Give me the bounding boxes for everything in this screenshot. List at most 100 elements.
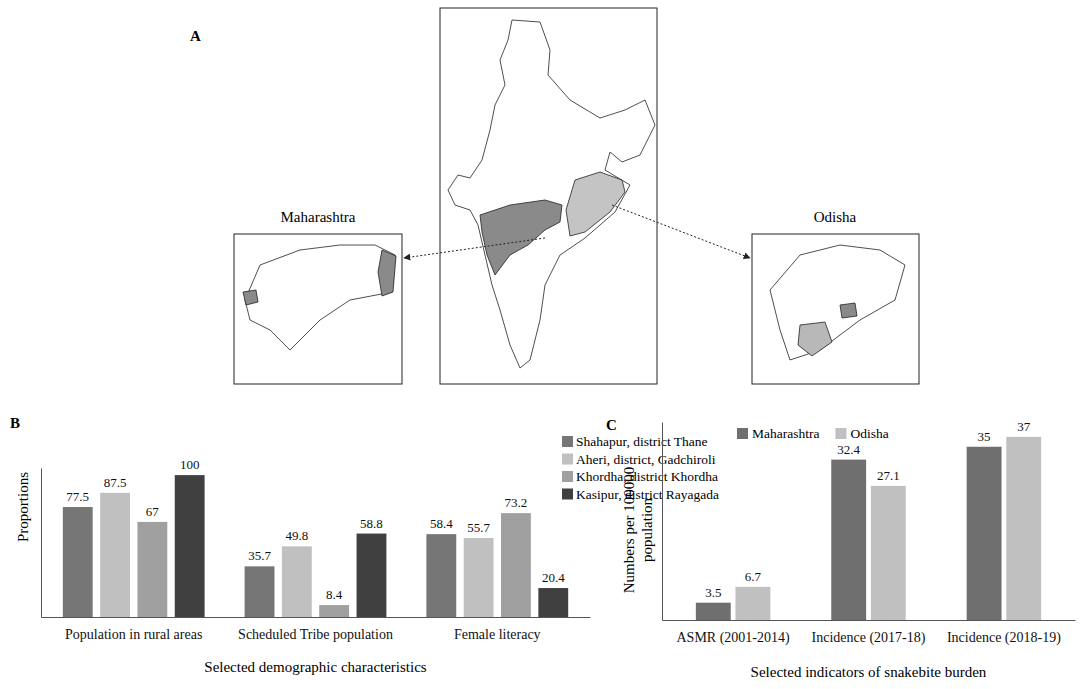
data-label: 3.5 — [705, 585, 721, 600]
map-label: Odisha — [814, 209, 857, 225]
x-tick: Scheduled Tribe population — [238, 617, 393, 642]
x-axis-title: Selected indicators of snakebite burden — [751, 664, 987, 680]
x-tick: Female literacy — [454, 617, 541, 642]
bar — [538, 588, 568, 617]
legend-swatch — [737, 428, 748, 439]
data-labels: 3.5 32.4 35 6.7 27.1 37 — [705, 419, 1031, 600]
bars — [696, 437, 1041, 620]
bar — [871, 486, 906, 620]
chart: ASMR (2001-2014) Incidence (2017-18) Incid… — [621, 419, 1076, 680]
data-label: 58.8 — [360, 516, 383, 531]
x-axis-line — [663, 620, 1076, 621]
map-frame — [440, 8, 657, 384]
legend-label: Khordha, district Khordha — [576, 469, 718, 484]
y-axis-line — [662, 423, 663, 621]
data-label: 6.7 — [745, 569, 762, 584]
y-axis-title: Numbers per 100000population — [621, 467, 655, 594]
bar — [245, 566, 275, 617]
data-label: 20.4 — [542, 570, 565, 585]
district-shape — [840, 303, 857, 318]
map-label: Maharashtra — [281, 209, 356, 225]
data-label: 73.2 — [505, 495, 528, 510]
india-outline — [448, 20, 655, 368]
legend-swatch — [562, 436, 573, 447]
y-axis — [41, 469, 42, 618]
bar — [137, 522, 167, 617]
data-label: 58.4 — [430, 516, 453, 531]
chart: Population in rural areas Scheduled Tribe… — [15, 434, 719, 675]
legend-label: Maharashtra — [752, 426, 819, 441]
bar — [1006, 437, 1041, 620]
data-label: 100 — [180, 457, 200, 472]
y-axis-title: Proportions — [15, 472, 31, 542]
arrow — [612, 205, 750, 258]
data-label: 35 — [978, 429, 991, 444]
legend-swatch — [562, 454, 573, 465]
bar — [501, 513, 531, 617]
legend-label: Aheri, district, Gadchiroli — [576, 452, 716, 467]
legend-label: Shahapur, district Thane — [576, 434, 708, 449]
x-tick-label: Population in rural areas — [65, 627, 202, 642]
odisha-shape — [566, 172, 625, 236]
x-axis: Population in rural areas Scheduled Tribe… — [42, 617, 591, 642]
x-tick: Incidence (2018-19) — [947, 620, 1061, 646]
data-label: 49.8 — [285, 528, 308, 543]
x-axis-title: Selected demographic characteristics — [204, 659, 427, 675]
legend: Shahapur, district Thane Aheri, district,… — [562, 434, 719, 502]
data-label: 55.7 — [467, 520, 490, 535]
x-tick-label: Incidence (2018-19) — [947, 630, 1061, 646]
bar — [464, 538, 494, 617]
district-shape — [243, 290, 258, 305]
district-shape — [798, 322, 832, 356]
y-axis-line — [41, 469, 42, 618]
x-tick-label: Scheduled Tribe population — [238, 627, 393, 642]
bars — [63, 475, 568, 617]
legend-swatch — [562, 471, 573, 482]
x-tick-label: ASMR (2001-2014) — [677, 630, 791, 646]
bar — [831, 460, 866, 620]
legend-swatch — [562, 489, 573, 500]
y-axis — [662, 423, 663, 621]
data-labels: 77.5 35.7 58.4 87.5 49.8 55.7 67 8.4 73.2 100 58.8… — [66, 457, 565, 602]
panel-label: A — [190, 28, 201, 44]
data-label: 27.1 — [877, 468, 900, 483]
maharashtra-inset — [245, 245, 395, 350]
map-panel: Maharashtra Odisha — [234, 8, 919, 384]
bar — [696, 603, 731, 620]
data-label: 87.5 — [104, 475, 127, 490]
legend-swatch — [835, 428, 846, 439]
inset-frame — [234, 234, 402, 384]
bar — [426, 534, 456, 617]
data-label: 77.5 — [66, 489, 89, 504]
x-tick-label: Female literacy — [454, 627, 541, 642]
data-label: 8.4 — [326, 587, 343, 602]
x-tick: Incidence (2017-18) — [812, 620, 926, 646]
bar — [100, 493, 130, 617]
data-label: 37 — [1017, 419, 1031, 434]
bar — [357, 534, 387, 617]
panel-label: C — [606, 417, 617, 433]
odisha-inset — [770, 245, 905, 360]
data-label: 67 — [146, 504, 160, 519]
x-tick: Population in rural areas — [65, 617, 202, 642]
bar — [282, 546, 312, 617]
legend-label: Odisha — [850, 426, 888, 441]
legend: Maharashtra Odisha — [737, 426, 889, 441]
x-axis-line — [42, 617, 591, 618]
panel-label: B — [10, 415, 20, 431]
bar — [967, 447, 1002, 620]
district-shape — [378, 250, 396, 296]
bar — [63, 507, 93, 617]
x-axis: ASMR (2001-2014) Incidence (2017-18) Incid… — [663, 620, 1076, 646]
bar — [735, 587, 770, 620]
maharashtra-shape — [480, 200, 562, 275]
inset-frame — [752, 234, 919, 384]
x-tick-label: Incidence (2017-18) — [812, 630, 926, 646]
x-tick: ASMR (2001-2014) — [677, 620, 791, 646]
figure: A B C Maharashtra Odisha Population in rural … — [0, 0, 1086, 689]
bar — [175, 475, 205, 617]
bar — [319, 605, 349, 617]
data-label: 32.4 — [837, 442, 860, 457]
data-label: 35.7 — [248, 548, 271, 563]
arrow — [404, 238, 545, 258]
